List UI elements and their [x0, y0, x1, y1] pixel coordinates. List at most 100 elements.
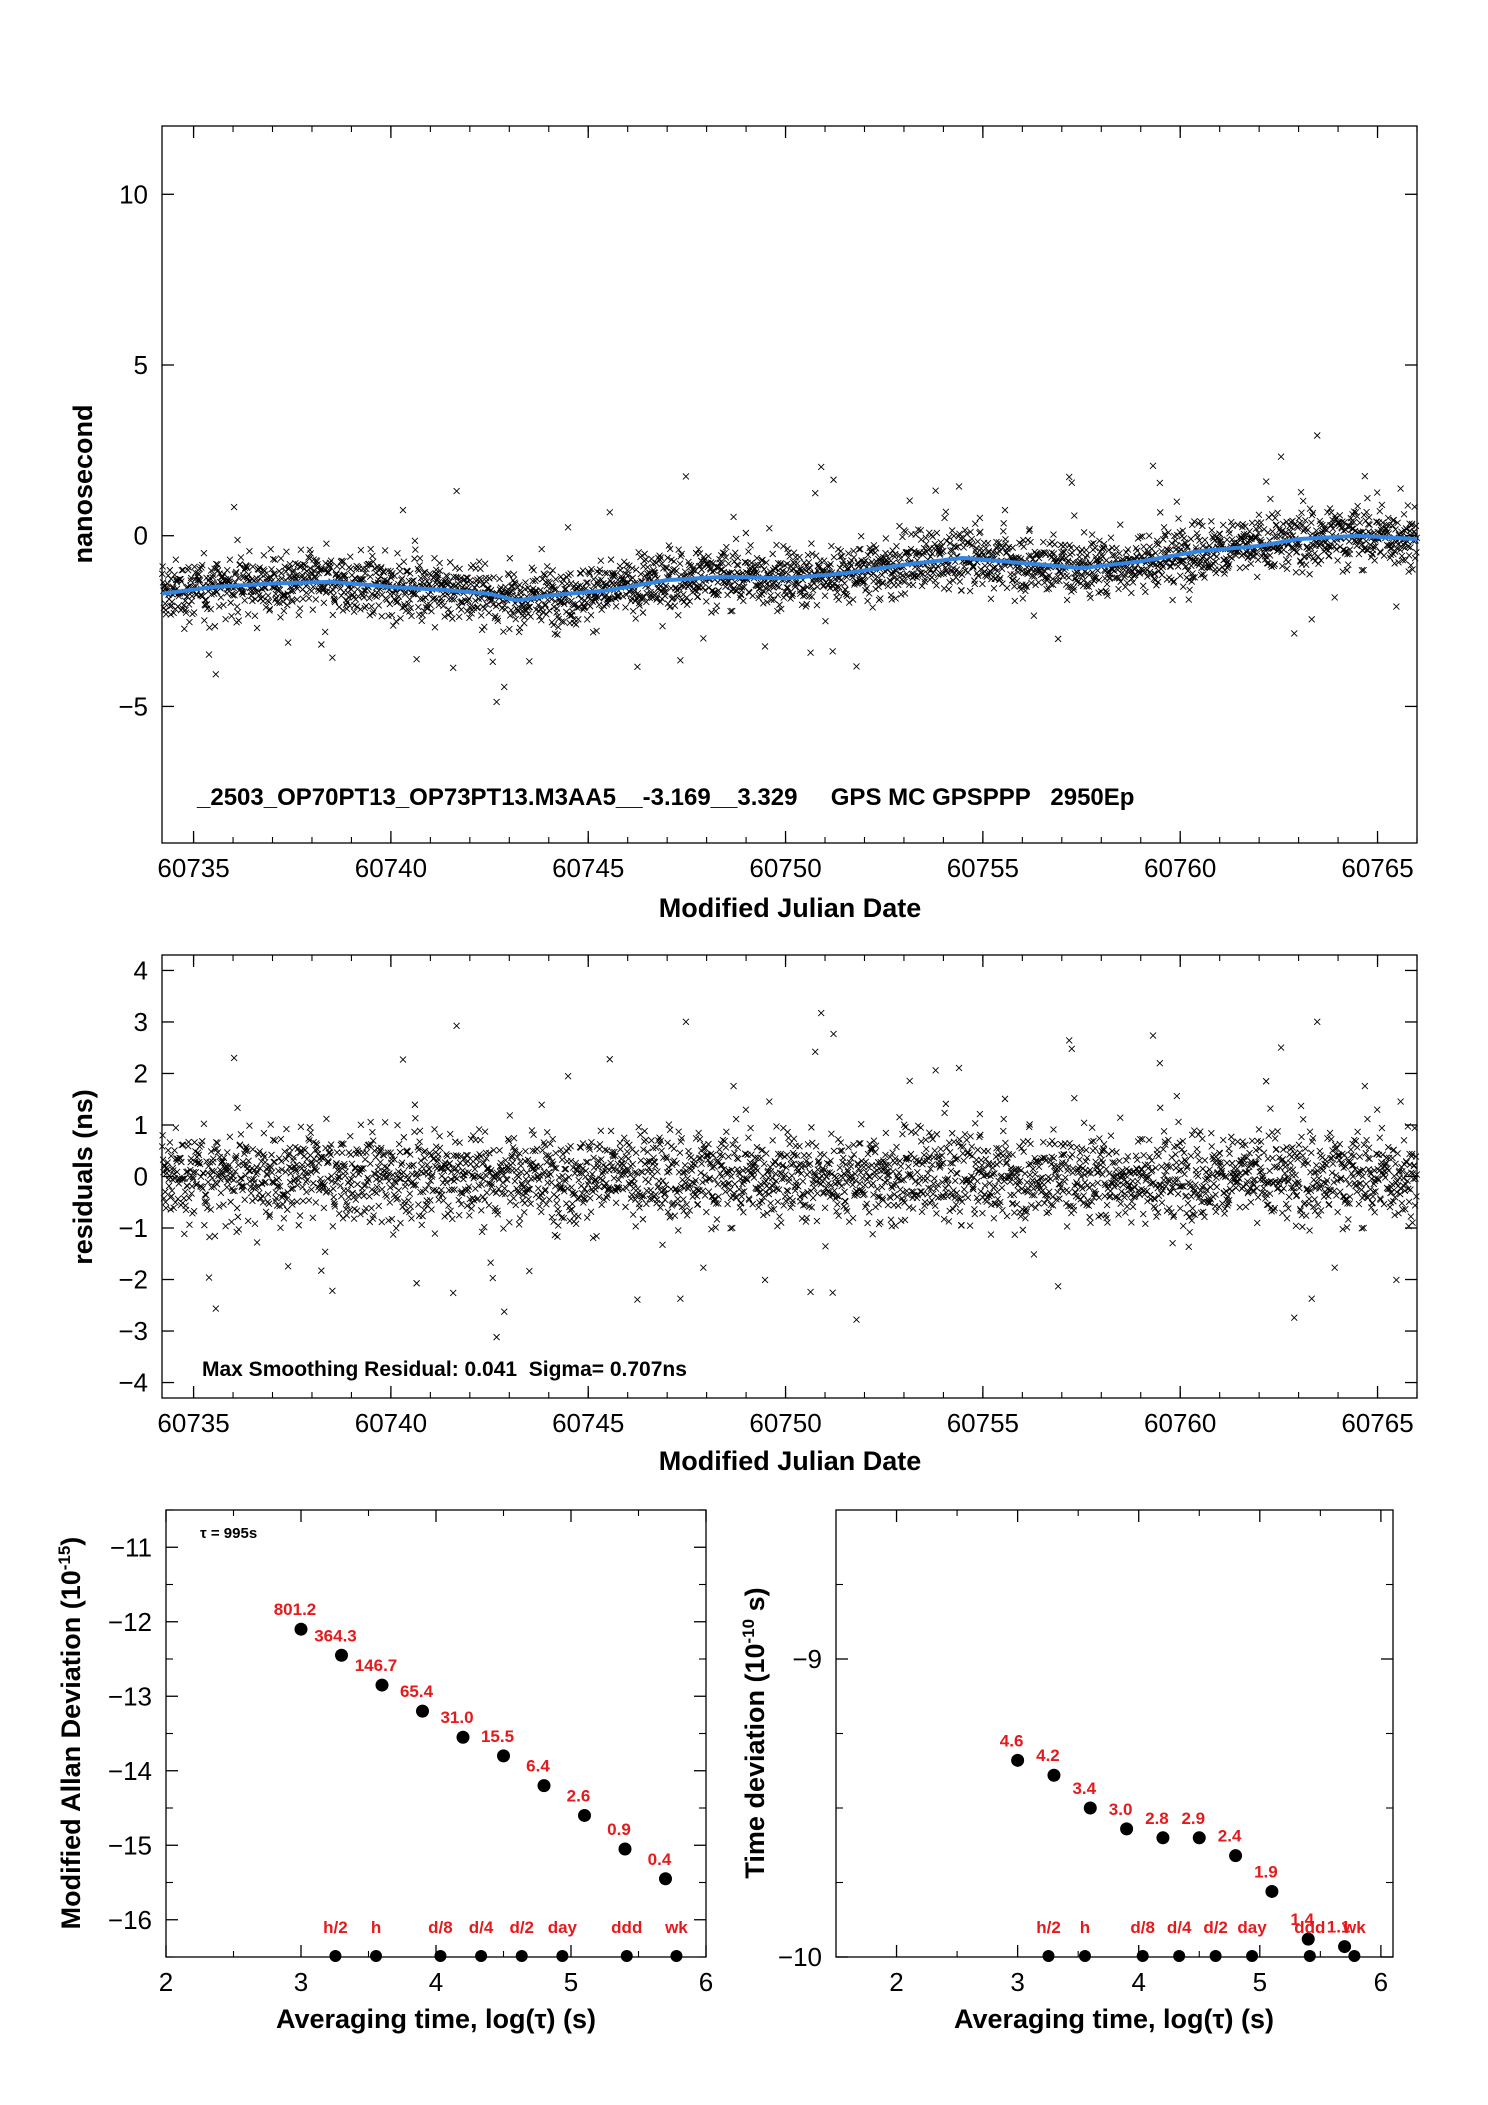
panel-offset-point — [1325, 552, 1333, 560]
panel-offset-point — [410, 577, 417, 584]
panel-offset-point — [1169, 559, 1177, 567]
panel-offset-point — [496, 575, 503, 583]
panel-offset-point — [1028, 579, 1035, 587]
panel-offset-point — [1153, 540, 1161, 547]
panel-residuals-point — [575, 1176, 583, 1184]
panel-offset-point — [306, 565, 314, 572]
panel-offset-point — [243, 563, 250, 570]
panel-offset-point — [529, 577, 537, 585]
panel-offset-point — [212, 670, 220, 678]
panel-offset-point — [289, 598, 296, 605]
panel-offset-point — [681, 568, 689, 575]
panel-residuals-point — [705, 1140, 712, 1148]
panel-offset-point — [861, 572, 869, 580]
panel-offset-point — [353, 603, 361, 610]
panel-offset-point — [719, 559, 726, 567]
panel-offset-point — [487, 647, 494, 655]
panel-residuals-point — [616, 1139, 624, 1147]
panel-offset-point — [714, 579, 722, 586]
panel-offset-point — [185, 601, 193, 608]
panel-residuals-point — [742, 1150, 749, 1158]
panel-residuals-point — [931, 1175, 938, 1182]
panel-offset-point — [879, 580, 887, 587]
panel-offset-point — [550, 621, 557, 629]
panel-residuals-point — [805, 1151, 813, 1159]
panel-offset-point — [489, 658, 497, 666]
panel-residuals-point — [781, 1193, 789, 1200]
panel-offset-point — [1072, 574, 1079, 582]
panel-residuals-point — [876, 1174, 884, 1182]
panel-offset-point — [641, 550, 648, 558]
panel-offset-point — [783, 584, 791, 591]
panel-offset-point — [1166, 563, 1174, 570]
panel-offset-point — [678, 550, 685, 558]
panel-offset-point — [320, 599, 328, 607]
panel-offset-point — [1354, 502, 1361, 510]
panel-offset-point — [966, 587, 974, 595]
panel-residuals-point — [416, 1138, 423, 1145]
panel-offset-point — [770, 596, 778, 604]
panel-offset-point — [509, 577, 517, 584]
panel-offset-point — [285, 565, 292, 573]
panel-offset-point — [961, 526, 969, 534]
panel-offset-point — [413, 655, 420, 663]
panel-offset-point — [377, 573, 384, 580]
panel-offset-point — [456, 578, 464, 586]
panel-offset-point — [562, 585, 570, 593]
panel-residuals-point — [539, 1147, 546, 1154]
panel-residuals-point — [765, 1098, 773, 1105]
panel-offset-point — [780, 594, 788, 601]
panel-residuals-point — [922, 1145, 930, 1153]
panel-offset-point — [311, 574, 319, 582]
panel-offset-point — [1307, 519, 1315, 527]
panel-offset-point — [286, 560, 294, 568]
panel-offset-point — [586, 569, 593, 576]
panel-offset-point — [768, 596, 775, 604]
panel-residuals-point — [275, 1174, 283, 1182]
panel-offset-point — [841, 580, 848, 587]
panel-offset-point — [777, 605, 785, 613]
panel-residuals-point — [659, 1177, 667, 1185]
panel-residuals-point — [402, 1179, 409, 1187]
panel-offset-point — [1022, 581, 1030, 588]
panel-residuals-point — [832, 1174, 840, 1182]
panel-residuals-point — [558, 1156, 566, 1164]
panel-offset-point — [954, 569, 962, 577]
panel-offset-point — [507, 606, 515, 614]
panel-residuals-point — [691, 1161, 699, 1169]
panel-offset-point — [835, 583, 843, 591]
panel-residuals-point — [695, 1129, 702, 1137]
panel-offset-point — [538, 545, 546, 553]
panel-residuals-point — [249, 1145, 257, 1153]
panel-offset-point — [917, 536, 925, 543]
panel-offset-point — [843, 592, 851, 600]
panel-offset-point — [928, 550, 936, 557]
panel-residuals-point — [477, 1207, 485, 1214]
panel-residuals-point — [408, 1162, 416, 1170]
panel-residuals-point — [277, 1224, 284, 1232]
panel-offset-point — [271, 570, 278, 578]
panel-offset-point — [899, 533, 906, 541]
panel-offset-point — [619, 592, 627, 600]
panel-residuals-xtick-label: 60755 — [947, 1408, 1019, 1438]
panel-offset-point — [520, 619, 528, 627]
panel-offset-point — [1371, 557, 1378, 564]
panel-offset-point — [441, 613, 449, 620]
panel-offset-point — [651, 572, 659, 579]
panel-residuals-point — [652, 1191, 660, 1198]
panel-residuals-point — [329, 1185, 337, 1193]
panel-residuals-point — [487, 1259, 494, 1266]
panel-residuals-point — [481, 1196, 489, 1204]
panel-offset-point — [577, 570, 585, 577]
panel-offset-point — [1071, 512, 1078, 519]
panel-residuals-point — [230, 1054, 238, 1062]
panel-offset-point — [864, 597, 871, 605]
panel-offset-point — [526, 603, 534, 611]
panel-offset-point — [357, 605, 364, 613]
panel-offset-point — [1365, 528, 1373, 535]
panel-offset-point — [767, 592, 774, 599]
panel-residuals-point — [455, 1211, 463, 1219]
panel-offset-point — [751, 561, 759, 569]
panel-residuals-point — [406, 1190, 414, 1197]
panel-offset-point — [581, 603, 589, 611]
